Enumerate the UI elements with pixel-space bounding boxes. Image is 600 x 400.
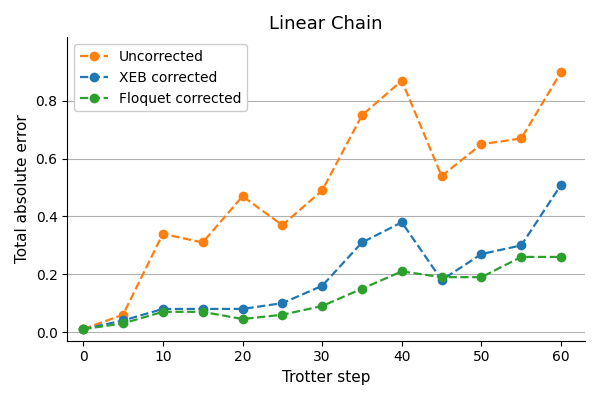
XEB corrected <box>438 278 445 282</box>
XEB corrected <box>557 182 565 187</box>
Floquet corrected <box>119 321 127 326</box>
Uncorrected <box>279 223 286 228</box>
Floquet corrected <box>159 310 166 314</box>
Floquet corrected <box>557 254 565 259</box>
Line: Floquet corrected: Floquet corrected <box>79 253 565 333</box>
Uncorrected <box>159 232 166 236</box>
Uncorrected <box>119 312 127 317</box>
Uncorrected <box>199 240 206 245</box>
X-axis label: Trotter step: Trotter step <box>282 370 370 385</box>
Floquet corrected <box>438 275 445 280</box>
Floquet corrected <box>80 327 87 332</box>
Uncorrected <box>239 194 246 199</box>
Floquet corrected <box>199 310 206 314</box>
Uncorrected <box>478 142 485 147</box>
Floquet corrected <box>358 286 365 291</box>
Uncorrected <box>358 113 365 118</box>
Uncorrected <box>438 174 445 178</box>
XEB corrected <box>119 318 127 323</box>
Uncorrected <box>518 136 525 141</box>
Line: Uncorrected: Uncorrected <box>79 68 565 333</box>
Y-axis label: Total absolute error: Total absolute error <box>15 115 30 264</box>
Line: XEB corrected: XEB corrected <box>79 180 565 333</box>
XEB corrected <box>239 306 246 311</box>
XEB corrected <box>279 301 286 306</box>
Uncorrected <box>80 327 87 332</box>
Title: Linear Chain: Linear Chain <box>269 15 383 33</box>
Uncorrected <box>319 188 326 193</box>
XEB corrected <box>319 284 326 288</box>
Floquet corrected <box>319 304 326 308</box>
Floquet corrected <box>239 317 246 322</box>
Uncorrected <box>557 70 565 74</box>
XEB corrected <box>398 220 406 225</box>
Uncorrected <box>398 78 406 83</box>
XEB corrected <box>80 327 87 332</box>
Floquet corrected <box>518 254 525 259</box>
Floquet corrected <box>398 269 406 274</box>
XEB corrected <box>518 243 525 248</box>
XEB corrected <box>478 252 485 256</box>
Legend: Uncorrected, XEB corrected, Floquet corrected: Uncorrected, XEB corrected, Floquet corr… <box>74 44 247 111</box>
Floquet corrected <box>279 312 286 317</box>
Floquet corrected <box>478 275 485 280</box>
XEB corrected <box>159 306 166 311</box>
XEB corrected <box>199 306 206 311</box>
XEB corrected <box>358 240 365 245</box>
